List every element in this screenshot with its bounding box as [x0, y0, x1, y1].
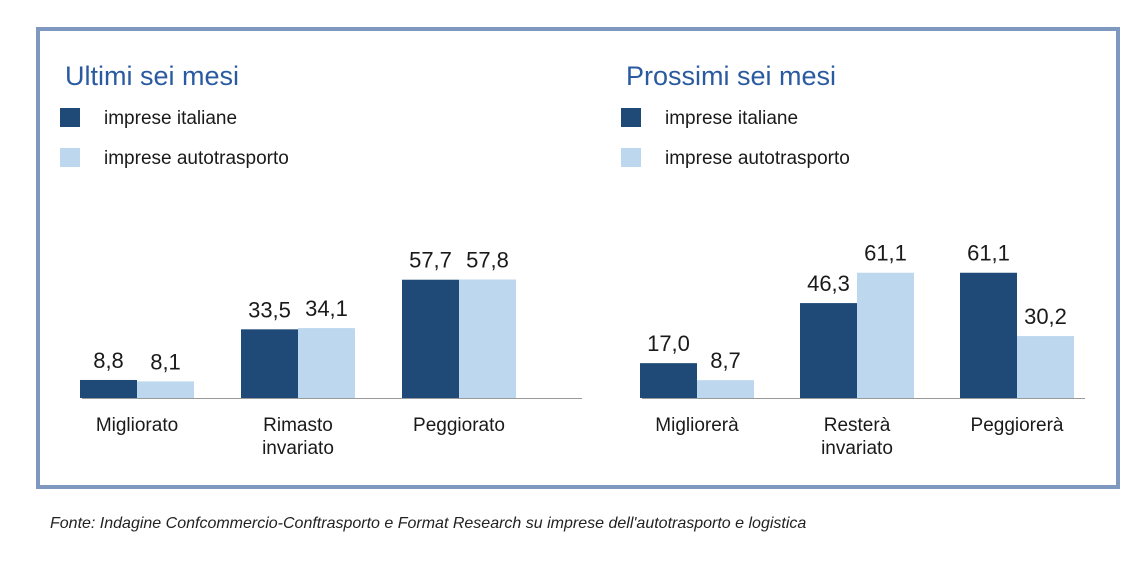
- chart-1-bar-1-2: [137, 381, 194, 398]
- chart-2-legend-label-2: imprese autotrasporto: [665, 148, 850, 169]
- chart-2-value-label-2-1: 46,3: [807, 271, 850, 296]
- chart-1-bar-1-1: [80, 379, 137, 398]
- chart-2-category-label-1: Migliorerà: [655, 415, 739, 436]
- chart-2-bar-2-2: [857, 272, 914, 398]
- chart-1-category-label-2-line-2: invariato: [262, 438, 334, 459]
- chart-1-category-label-2: Rimasto invariato: [262, 415, 334, 459]
- chart-1-legend-label-2: imprese autotrasporto: [104, 148, 289, 169]
- chart-1-value-label-3-1: 57,7: [409, 248, 452, 273]
- chart-2-category-label-1-line-1: Migliorerà: [655, 415, 739, 436]
- chart-2-category-label-3-line-1: Peggiorerà: [971, 415, 1064, 436]
- chart-2-category-label-2: Resterà invariato: [821, 415, 893, 459]
- chart-2-category-label-3: Peggiorerà: [971, 415, 1064, 436]
- chart-2-bar-1-1: [640, 363, 697, 398]
- chart-1-value-label-1-2: 8,1: [150, 349, 181, 374]
- chart-2-legend-swatch-1: [621, 108, 641, 127]
- chart-1-bar-2-2: [298, 328, 355, 398]
- chart-1-value-label-2-2: 34,1: [305, 296, 348, 321]
- chart-1-legend-swatch-2: [60, 148, 80, 167]
- source-note: Fonte: Indagine Confcommercio-Conftraspo…: [50, 515, 807, 532]
- chart-1-category-label-3: Peggiorato: [413, 415, 505, 436]
- chart-1-value-label-2-1: 33,5: [248, 297, 291, 322]
- chart-2-bar-2-1: [800, 303, 857, 398]
- chart-2-value-label-3-2: 30,2: [1024, 304, 1067, 329]
- chart-2-value-label-3-1: 61,1: [967, 241, 1010, 266]
- chart-1-value-label-1-1: 8,8: [93, 348, 124, 373]
- chart-2-bar-3-2: [1017, 336, 1074, 398]
- chart-2-legend-swatch-2: [621, 148, 641, 167]
- chart-2-title: Prossimi sei mesi: [626, 61, 836, 91]
- chart-1-legend-label-1: imprese italiane: [104, 108, 237, 129]
- chart-frame: [36, 27, 1120, 489]
- chart-2-value-label-1-1: 17,0: [647, 331, 690, 356]
- chart-1-value-label-3-2: 57,8: [466, 248, 509, 273]
- chart-1-category-label-1: Migliorato: [96, 415, 178, 436]
- chart-2-bar-3-1: [960, 272, 1017, 398]
- chart-1-legend-swatch-1: [60, 108, 80, 127]
- chart-1-title: Ultimi sei mesi: [65, 61, 239, 91]
- chart-1-category-label-2-line-1: Rimasto: [263, 415, 333, 436]
- chart-2-bar-1-2: [697, 380, 754, 398]
- chart-1-bar-3-2: [459, 279, 516, 398]
- chart-2-category-label-2-line-2: invariato: [821, 438, 893, 459]
- chart-2-value-label-2-2: 61,1: [864, 241, 907, 266]
- chart-1-category-label-3-line-1: Peggiorato: [413, 415, 505, 436]
- chart-1-category-label-1-line-1: Migliorato: [96, 415, 178, 436]
- chart-2-value-label-1-2: 8,7: [710, 348, 741, 373]
- chart-2-legend-label-1: imprese italiane: [665, 108, 798, 129]
- chart-1-bar-3-1: [402, 279, 459, 398]
- chart-1-bar-2-1: [241, 329, 298, 398]
- chart-2-category-label-2-line-1: Resterà: [824, 415, 891, 436]
